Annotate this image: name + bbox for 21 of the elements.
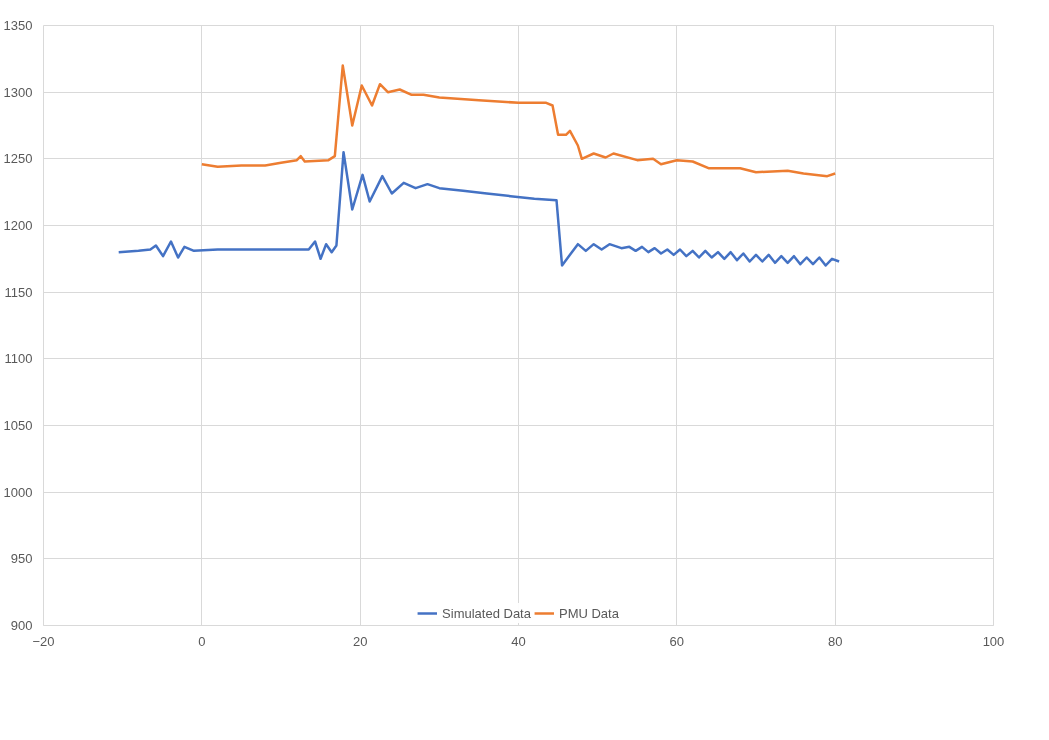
y-tick-label: 1150 xyxy=(4,284,33,300)
y-tick-label: 1000 xyxy=(3,484,33,500)
legend-label: Simulated Data xyxy=(442,605,531,621)
y-tick-label: 900 xyxy=(10,618,33,633)
y-tick-label: 1350 xyxy=(3,18,33,33)
x-tick-label: 20 xyxy=(352,633,368,649)
line-series xyxy=(117,150,841,267)
y-tick-label: 950 xyxy=(10,551,33,567)
y-tick-label: 1300 xyxy=(3,84,33,100)
y-tick-label: 1200 xyxy=(3,218,33,233)
y-tick-label: 1100 xyxy=(4,351,33,367)
x-tick-label: 80 xyxy=(827,633,843,649)
x-tick-label: 40 xyxy=(511,633,526,649)
x-tick-label: 60 xyxy=(669,633,685,649)
x-tick-label: 0 xyxy=(198,633,206,649)
x-tick-label: 100 xyxy=(982,633,1005,649)
y-tick-label: 1250 xyxy=(3,151,33,167)
y-tick-label: 1050 xyxy=(3,418,33,433)
x-tick-label: −20 xyxy=(32,633,55,649)
line-series xyxy=(200,64,837,178)
legend-label: PMU Data xyxy=(558,605,619,621)
